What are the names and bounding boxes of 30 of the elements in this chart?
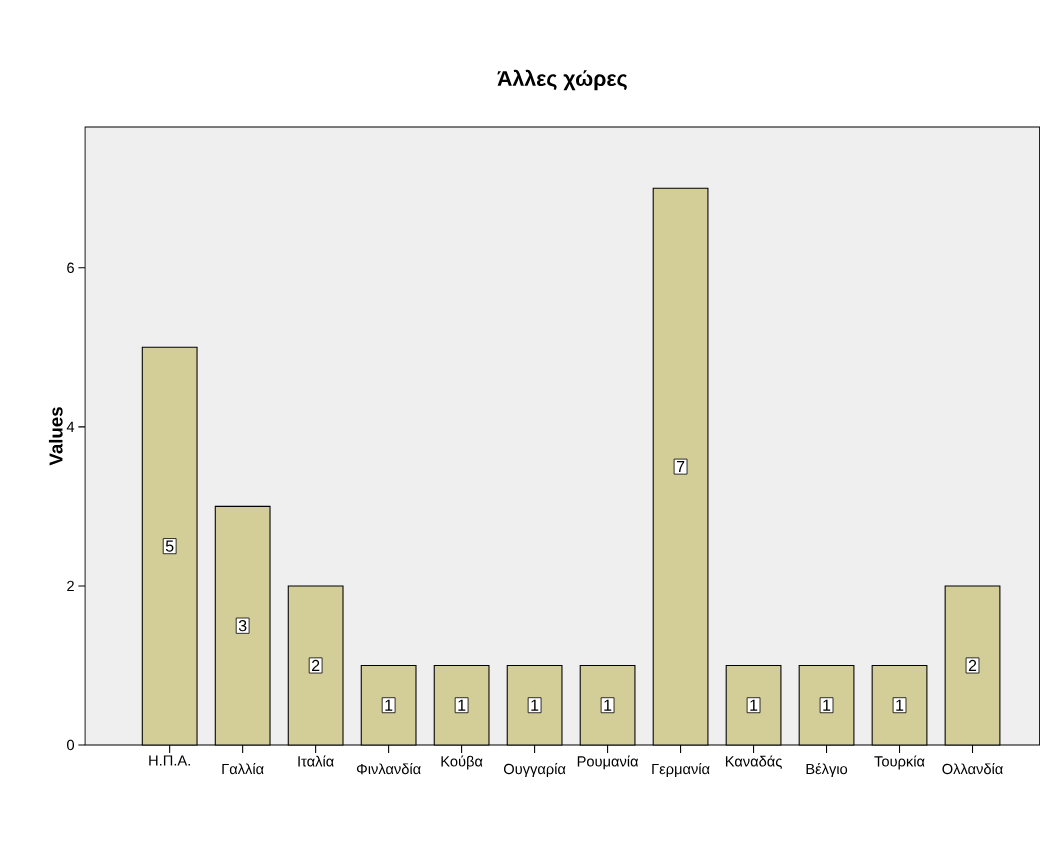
- data-label: 1: [604, 699, 612, 711]
- data-label: 1: [385, 699, 393, 711]
- y-axis-title: Values: [48, 407, 63, 466]
- x-tick-label: Ολλανδία: [942, 763, 1003, 775]
- data-label: 1: [458, 699, 466, 711]
- y-tick-label: 4: [66, 421, 75, 432]
- x-tick-label: Ιταλία: [298, 755, 334, 767]
- x-tick-label: Ουγγαρία: [503, 763, 566, 778]
- data-label: 2: [311, 659, 320, 672]
- data-label: 1: [896, 699, 904, 711]
- data-label: 7: [676, 461, 685, 473]
- x-tick-label: Γερμανία: [652, 763, 710, 778]
- data-label: 1: [823, 699, 831, 711]
- data-label: 5: [165, 540, 174, 552]
- y-tick-label: 6: [67, 262, 74, 273]
- y-tick-label: 0: [67, 739, 75, 751]
- data-label: 2: [968, 659, 977, 672]
- x-tick-label: Βέλγιο: [806, 763, 848, 778]
- x-tick-label: Κούβα: [441, 755, 483, 770]
- x-tick-label: Η.Π.Α.: [149, 755, 190, 766]
- data-label: 1: [750, 699, 758, 711]
- x-tick-label: Ρουμανία: [577, 755, 639, 770]
- data-label: 1: [531, 699, 539, 711]
- chart-title: Άλλες χώρες: [497, 69, 627, 91]
- y-tick-label: 2: [67, 580, 74, 592]
- x-tick-label: Γαλλία: [222, 763, 264, 775]
- data-label: 3: [238, 620, 247, 632]
- x-tick-label: Τουρκία: [874, 755, 925, 770]
- x-tick-label: Φινλανδία: [356, 763, 421, 775]
- x-tick-label: Καναδάς: [725, 755, 782, 769]
